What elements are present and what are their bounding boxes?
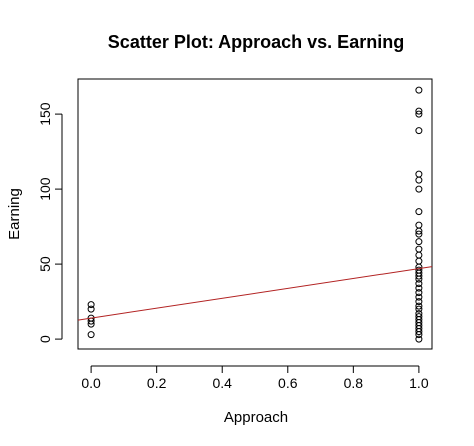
- data-point: [415, 335, 423, 343]
- regression-line: [77, 266, 433, 321]
- data-point: [87, 301, 95, 309]
- data-point: [415, 310, 423, 318]
- y-axis-label: Earning: [6, 188, 23, 240]
- data-point: [87, 305, 95, 313]
- y-tick-label: 50: [37, 256, 53, 272]
- data-point: [415, 230, 423, 238]
- data-point: [415, 302, 423, 310]
- data-point: [415, 208, 423, 216]
- data-point: [415, 257, 423, 265]
- data-point: [415, 107, 423, 115]
- y-axis: 0 50 100 150: [37, 102, 63, 343]
- plot-frame: [77, 78, 433, 350]
- y-tick-label: 0: [37, 335, 53, 343]
- data-point: [415, 221, 423, 229]
- data-point: [415, 284, 423, 292]
- data-point: [415, 185, 423, 193]
- plot-area: [77, 78, 433, 350]
- regression-layer: [77, 266, 433, 321]
- data-point: [415, 238, 423, 246]
- data-point: [415, 298, 423, 306]
- data-point: [415, 170, 423, 178]
- data-point: [415, 293, 423, 301]
- data-point: [87, 331, 95, 339]
- x-tick-label: 0.2: [147, 375, 167, 391]
- data-point: [415, 245, 423, 253]
- data-point: [415, 305, 423, 313]
- data-point: [415, 289, 423, 297]
- data-point: [415, 313, 423, 321]
- points-layer: [87, 86, 423, 343]
- x-tick-label: 0.8: [344, 375, 364, 391]
- x-tick-label: 0.4: [212, 375, 232, 391]
- data-point: [415, 266, 423, 274]
- data-point: [415, 176, 423, 184]
- x-axis-label: Approach: [224, 409, 288, 426]
- y-tick-label: 150: [37, 102, 53, 126]
- data-point: [415, 110, 423, 118]
- chart-title: Scatter Plot: Approach vs. Earning: [108, 32, 404, 52]
- x-tick-label: 0.6: [278, 375, 298, 391]
- data-point: [415, 127, 423, 135]
- x-tick-label: 0.0: [81, 375, 101, 391]
- x-axis: 0.0 0.2 0.4 0.6 0.8 1.0: [81, 365, 429, 391]
- data-point: [415, 251, 423, 259]
- y-tick-label: 100: [37, 177, 53, 201]
- data-point: [415, 280, 423, 288]
- data-point: [415, 86, 423, 94]
- x-tick-label: 1.0: [409, 375, 429, 391]
